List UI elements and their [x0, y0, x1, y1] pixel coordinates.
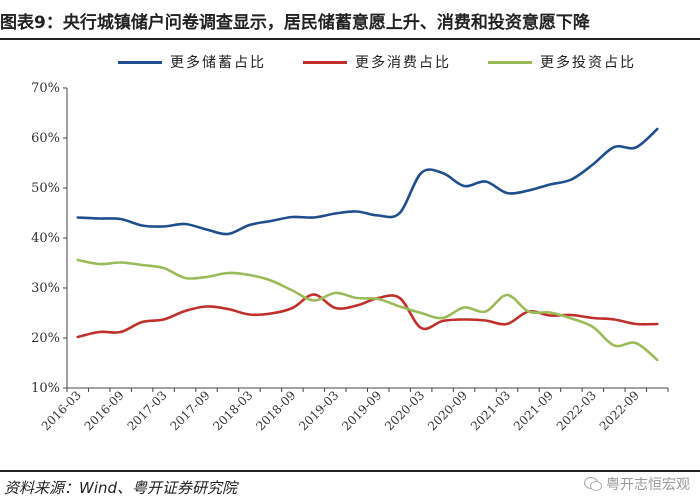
- legend-label-investment: 更多投资占比: [540, 55, 636, 71]
- y-tick-label: 40%: [31, 231, 60, 246]
- legend-item-investment: 更多投资占比: [488, 52, 636, 72]
- y-tick-label: 50%: [31, 181, 60, 196]
- y-tick-label: 60%: [31, 131, 60, 146]
- x-tick-label: 2021-09: [511, 388, 556, 433]
- legend-swatch-investment: [488, 60, 532, 64]
- chart-title: 图表9：央行城镇储户问卷调查显示，居民储蓄意愿上升、消费和投资意愿下降: [0, 13, 590, 33]
- x-tick-label: 2018-03: [210, 388, 255, 433]
- series-line-consumption: [76, 293, 659, 339]
- x-tick-label: 2016-09: [82, 388, 127, 433]
- x-tick-label: 2022-03: [554, 388, 599, 433]
- footer: 资料来源：Wind、粤开证券研究院 粤开志恒宏观: [0, 470, 700, 500]
- legend-label-savings: 更多储蓄占比: [170, 55, 266, 71]
- x-tick-label: 2020-09: [425, 388, 470, 433]
- legend-swatch-consumption: [303, 60, 347, 64]
- wechat-icon: [584, 477, 602, 491]
- legend-item-consumption: 更多消费占比: [303, 52, 451, 72]
- x-tick-label: 2019-09: [339, 388, 384, 433]
- watermark-label: 粤开志恒宏观: [606, 477, 690, 493]
- x-tick-label: 2018-09: [253, 388, 298, 433]
- legend: 更多储蓄占比 更多消费占比 更多投资占比: [0, 52, 700, 78]
- series-line-savings: [76, 127, 659, 236]
- title-bar: 图表9：央行城镇储户问卷调查显示，居民储蓄意愿上升、消费和投资意愿下降: [0, 0, 700, 40]
- watermark: 粤开志恒宏观: [584, 474, 690, 494]
- x-tick-label: 2017-03: [125, 388, 170, 433]
- line-chart: 10%20%30%40%50%60%70%2016-032016-092017-…: [31, 81, 669, 433]
- legend-item-savings: 更多储蓄占比: [118, 52, 266, 72]
- y-tick-label: 10%: [31, 381, 60, 396]
- x-tick-label: 2020-03: [382, 388, 427, 433]
- x-tick-label: 2022-09: [597, 388, 642, 433]
- y-tick-label: 30%: [31, 281, 60, 296]
- legend-swatch-savings: [118, 60, 162, 64]
- x-tick-label: 2019-03: [296, 388, 341, 433]
- legend-label-consumption: 更多消费占比: [355, 55, 451, 71]
- source-note: 资料来源：Wind、粤开证券研究院: [4, 479, 238, 497]
- y-tick-label: 70%: [31, 81, 60, 96]
- y-tick-label: 20%: [31, 331, 60, 346]
- x-tick-label: 2021-03: [468, 388, 513, 433]
- x-tick-label: 2017-09: [167, 388, 212, 433]
- series-line-investment: [76, 258, 659, 362]
